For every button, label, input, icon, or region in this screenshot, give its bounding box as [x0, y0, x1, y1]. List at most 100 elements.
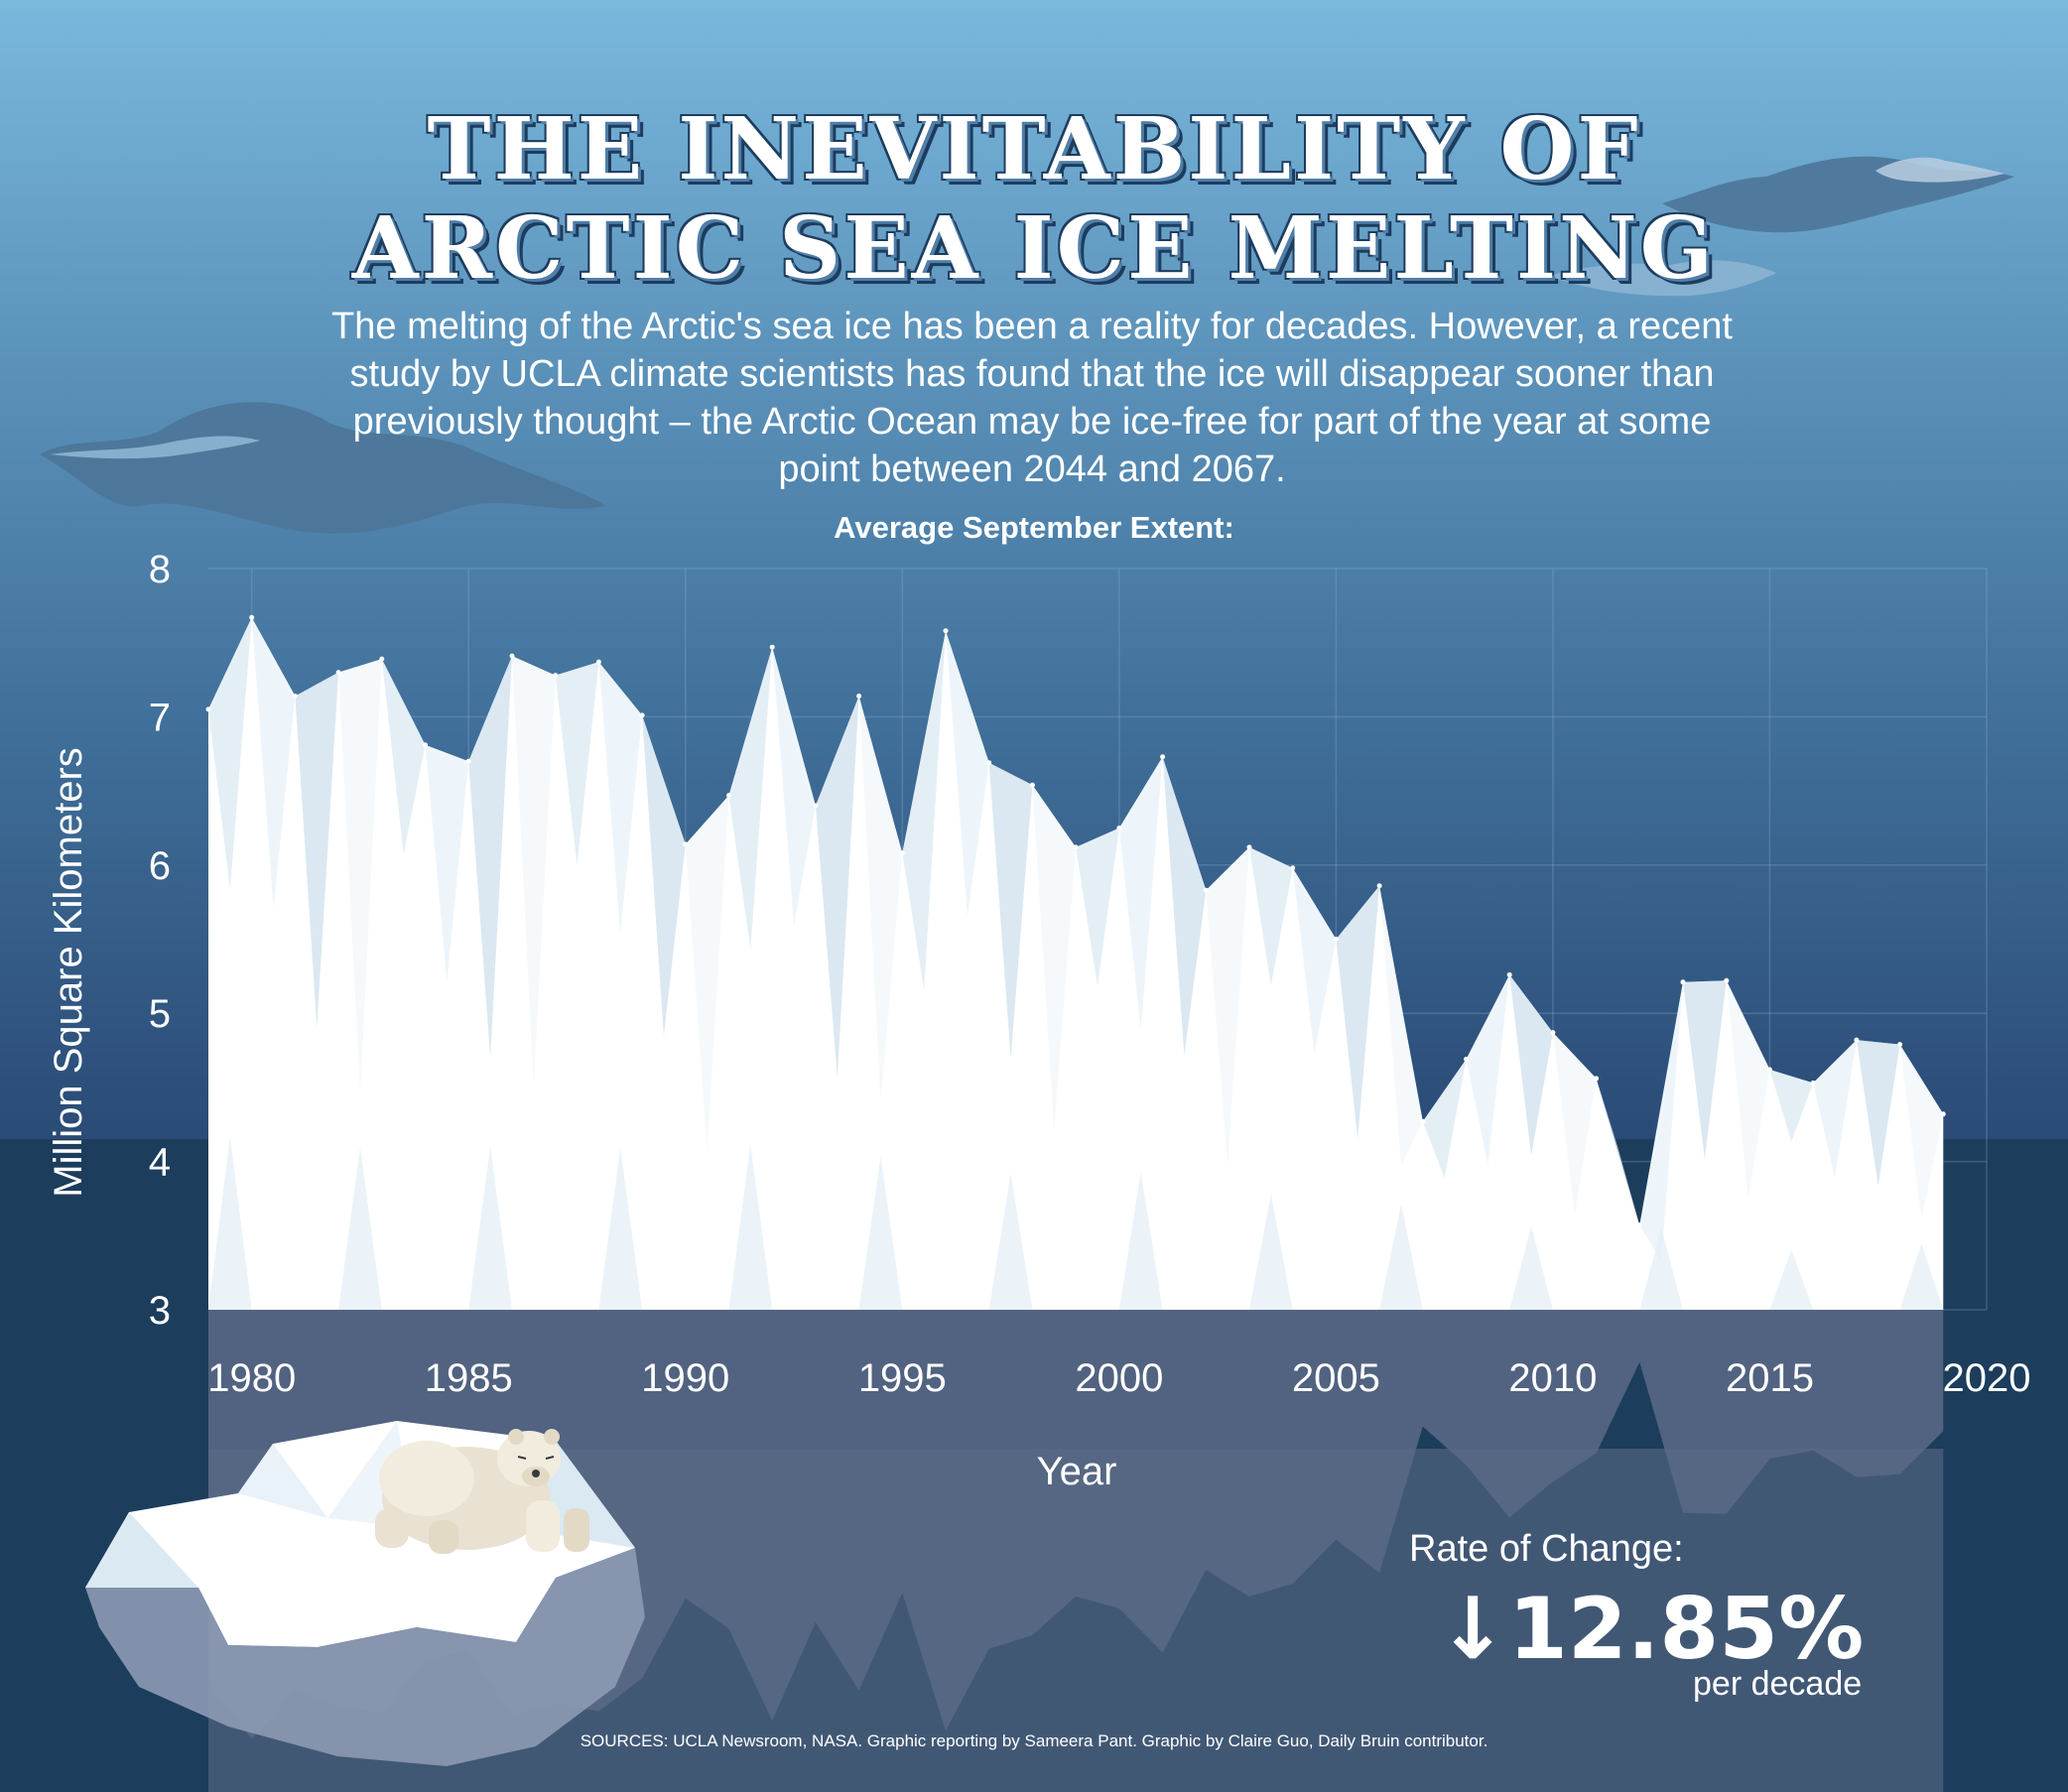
ice-area-path — [208, 617, 1944, 1310]
data-point-2013 — [1680, 979, 1686, 985]
ice-facet — [1118, 1171, 1163, 1310]
ice-facet — [468, 656, 512, 1058]
ice-facet — [1552, 1032, 1597, 1216]
ice-facet — [946, 630, 989, 917]
x-tick-label: 2010 — [1508, 1356, 1597, 1400]
ice-facet — [1813, 1040, 1857, 1179]
data-point-1990 — [683, 841, 689, 847]
ice-facet — [295, 672, 339, 1028]
ice-facet — [555, 662, 599, 866]
data-point-2011 — [1594, 1076, 1600, 1082]
data-point-2014 — [1724, 977, 1730, 983]
data-point-2007 — [1420, 1118, 1426, 1124]
data-point-1987 — [553, 673, 559, 679]
data-point-1980 — [249, 614, 255, 620]
rate-of-change-label: Rate of Change: — [1409, 1528, 1684, 1570]
x-tick-label: 1990 — [641, 1356, 729, 1400]
data-point-1989 — [639, 712, 645, 718]
data-point-2010 — [1550, 1030, 1556, 1036]
data-point-1988 — [595, 659, 601, 665]
x-tick-label: 2020 — [1943, 1356, 2031, 1400]
ice-facet — [1292, 867, 1337, 1054]
data-point-1986 — [509, 653, 515, 659]
ice-facet — [208, 1136, 252, 1310]
x-tick-label: 1995 — [858, 1356, 947, 1400]
data-point-1991 — [726, 793, 731, 799]
ice-area-series — [205, 614, 1946, 1310]
data-point-2015 — [1767, 1067, 1772, 1073]
ice-floe — [85, 1421, 645, 1766]
ice-facet — [728, 1144, 773, 1310]
y-tick-label: 5 — [149, 992, 171, 1036]
ice-facet — [685, 795, 729, 1152]
ice-facet — [1769, 1249, 1814, 1310]
x-tick-label: 1985 — [425, 1356, 513, 1400]
polar-bear-icon — [375, 1429, 589, 1554]
ice-facet — [815, 696, 859, 1079]
data-point-1994 — [856, 694, 862, 699]
page-title-line-1: THE INEVITABILITY OF — [427, 99, 1641, 199]
ice-facet — [1856, 1040, 1900, 1186]
sources-credit: SOURCES: UCLA Newsroom, NASA. Graphic re… — [580, 1731, 1488, 1750]
data-point-2004 — [1290, 865, 1296, 871]
x-axis-title: Year — [1037, 1450, 1117, 1493]
data-point-1983 — [379, 656, 385, 662]
x-tick-label: 1980 — [207, 1356, 296, 1400]
ice-facet — [1076, 828, 1119, 986]
data-point-1984 — [423, 742, 428, 748]
ice-facet — [988, 762, 1033, 1059]
data-point-2006 — [1376, 883, 1382, 889]
ice-facet — [1118, 756, 1163, 1031]
ice-facet — [642, 714, 686, 1037]
x-tick-label: 2005 — [1292, 1356, 1380, 1400]
ice-facet — [1466, 974, 1510, 1165]
data-point-2001 — [1160, 754, 1166, 760]
data-point-1999 — [1073, 844, 1079, 850]
data-point-1982 — [335, 670, 341, 676]
ice-facet — [598, 1147, 643, 1310]
ice-facet — [251, 617, 296, 909]
data-point-2017 — [1854, 1037, 1860, 1043]
y-axis-title: Million Square Kilometers — [47, 747, 90, 1198]
ice-facet — [1379, 885, 1423, 1166]
ice-facet — [1899, 1044, 1944, 1220]
data-point-1979 — [205, 706, 211, 712]
ice-facet — [1596, 1078, 1640, 1225]
ice-facet — [1683, 980, 1727, 1160]
data-point-2009 — [1506, 971, 1512, 977]
y-tick-label: 8 — [149, 548, 171, 591]
ice-facet — [1032, 785, 1077, 1132]
ice-facet — [208, 617, 252, 890]
data-point-2012 — [1636, 1222, 1642, 1228]
data-point-1998 — [1029, 782, 1035, 788]
data-point-1993 — [813, 803, 819, 809]
intro-paragraph: The melting of the Arctic's sea ice has … — [331, 306, 1733, 490]
ice-facet — [772, 647, 816, 926]
ice-facet — [598, 662, 643, 935]
ice-facet — [1639, 1227, 1683, 1310]
ice-facet — [468, 1146, 512, 1310]
data-point-2019 — [1940, 1111, 1946, 1117]
y-tick-label: 3 — [149, 1289, 171, 1333]
ice-facet — [1206, 846, 1249, 1168]
ice-facet — [381, 659, 426, 854]
data-point-2018 — [1897, 1042, 1903, 1048]
ice-facet — [728, 647, 773, 951]
y-axis-ticks: 3 4 5 6 7 8 — [149, 548, 171, 1333]
ice-facet — [338, 1147, 382, 1310]
ice-facet — [902, 630, 946, 990]
y-tick-label: 7 — [149, 696, 171, 739]
ice-facet — [1639, 981, 1683, 1261]
ice-facet — [512, 656, 556, 1088]
cloud-right — [1548, 156, 2014, 297]
rate-of-change-unit: per decade — [1693, 1665, 1863, 1703]
x-tick-label: 2015 — [1726, 1356, 1814, 1400]
data-point-1985 — [465, 758, 471, 764]
x-axis-ticks: 1980 1985 1990 1995 2000 2005 2010 2015 2020 — [207, 1356, 2030, 1400]
data-point-2002 — [1203, 887, 1209, 893]
ice-facet — [1899, 1243, 1944, 1310]
ice-facet — [338, 659, 382, 1093]
data-point-1981 — [292, 694, 298, 699]
ice-facet — [858, 696, 903, 1101]
ice-facet — [988, 1173, 1033, 1310]
